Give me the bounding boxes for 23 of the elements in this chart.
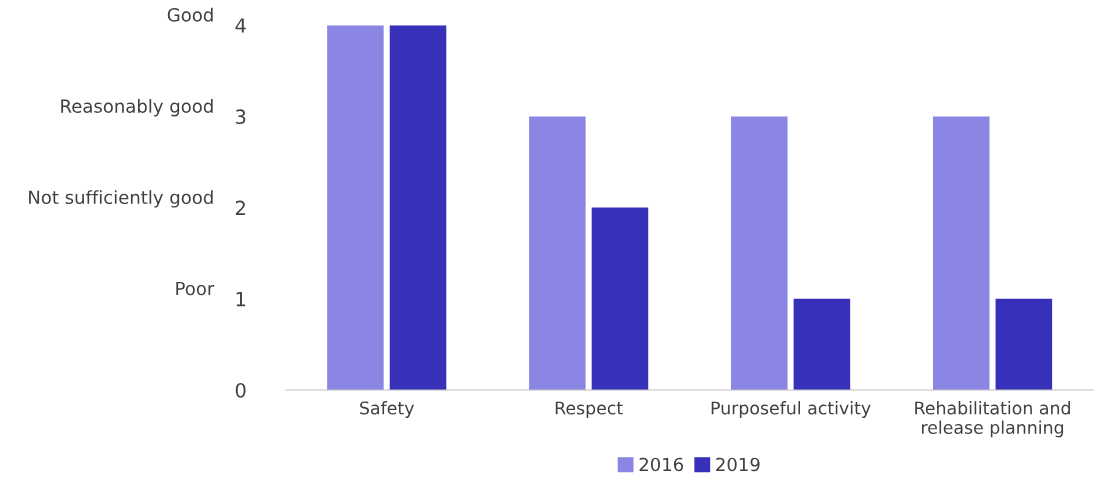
text: Reasonably good [61, 98, 213, 117]
y-tick-label: 3 [235, 109, 246, 125]
legend-label: 2016 [639, 457, 684, 472]
x-tick-label: Purposeful activity [711, 401, 871, 418]
bar [932, 116, 990, 390]
x-tick-label: Rehabilitation and release planning [915, 401, 1070, 438]
y-tick-label: 1 [236, 292, 246, 307]
x-tick-label: Safety [360, 401, 414, 418]
y-tick-label: 0 [235, 382, 246, 398]
bar [995, 298, 1053, 390]
bar [389, 25, 447, 390]
bar [591, 207, 649, 390]
y-tick-label: 2 [235, 200, 245, 215]
text: Not sufficiently good [29, 190, 213, 208]
text: Good [167, 7, 213, 22]
bar [731, 116, 788, 390]
y-tick-label: 4 [235, 18, 246, 33]
bar [529, 116, 586, 390]
text: Poor [176, 281, 215, 296]
bar [793, 298, 851, 390]
x-tick-label: Respect [555, 401, 623, 418]
bar [327, 25, 384, 390]
legend-label: 2019 [716, 457, 760, 472]
